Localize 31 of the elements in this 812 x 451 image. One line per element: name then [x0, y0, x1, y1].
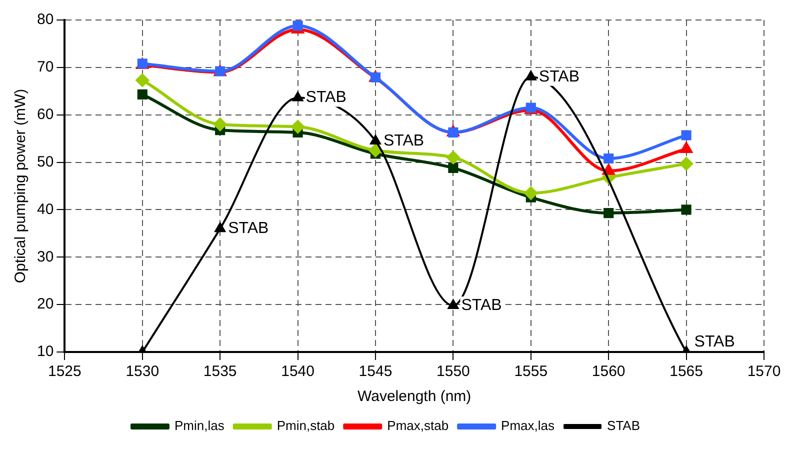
x-tick-label: 1545	[358, 363, 392, 380]
annotation: STAB	[538, 68, 580, 86]
x-tick-label: 1550	[436, 363, 470, 380]
y-tick-label: 10	[36, 343, 54, 360]
annotation: STAB	[228, 220, 269, 238]
x-tick-label: 1565	[670, 363, 703, 380]
y-tick-label: 30	[36, 248, 54, 266]
y-axis-title: Optical pumping power (mW)	[12, 88, 30, 284]
y-tick-label: 60	[36, 106, 54, 123]
y-tick-label: 20	[36, 296, 54, 313]
y-tick-label: 80	[36, 11, 54, 28]
y-tick-label: 70	[36, 58, 54, 76]
annotation: STAB	[694, 333, 735, 350]
legend-label: Pmin,stab	[276, 418, 335, 434]
legend-label: STAB	[607, 418, 640, 434]
x-tick-label: 1535	[203, 363, 237, 380]
legend-label: Pmax,stab	[387, 418, 449, 434]
x-tick-label: 1525	[48, 363, 82, 380]
x-tick-label: 1540	[281, 363, 314, 380]
y-tick-label: 40	[36, 200, 54, 218]
y-tick-label: 50	[36, 153, 54, 170]
annotation: STAB	[306, 89, 346, 106]
x-axis-title: Wavelength (nm)	[358, 388, 472, 406]
x-tick-label: 1555	[514, 363, 548, 380]
legend-label: Pmax,las	[501, 418, 556, 434]
legend-label: Pmin,las	[174, 418, 225, 434]
x-tick-label: 1560	[592, 363, 626, 380]
annotation: STAB	[461, 296, 502, 314]
x-tick-label: 1570	[747, 363, 781, 380]
annotation: STAB	[383, 132, 424, 150]
x-tick-label: 1530	[126, 363, 160, 380]
